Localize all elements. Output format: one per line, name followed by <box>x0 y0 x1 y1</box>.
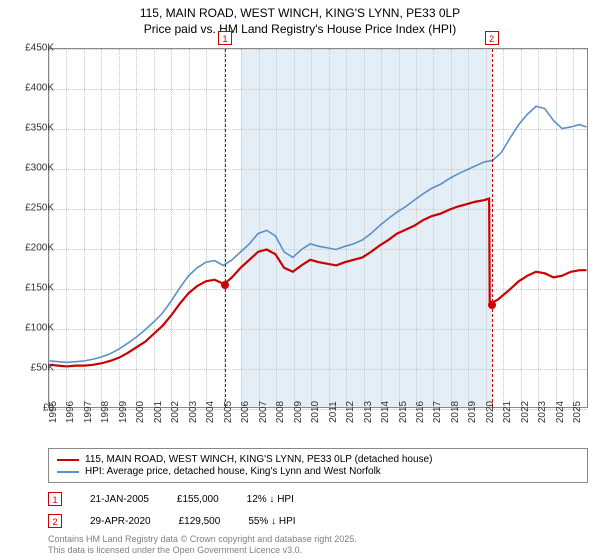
x-tick-label: 2019 <box>467 401 478 423</box>
x-tick-label: 2008 <box>275 401 286 423</box>
event-flag-1: 1 <box>48 492 62 506</box>
line-series-svg <box>49 49 587 407</box>
y-tick-label: £300K <box>25 163 54 174</box>
x-tick-label: 1998 <box>100 401 111 423</box>
x-tick-label: 2018 <box>450 401 461 423</box>
x-tick-label: 2015 <box>398 401 409 423</box>
event-row-1: 1 21-JAN-2005 £155,000 12% ↓ HPI <box>48 492 588 506</box>
x-tick-label: 2014 <box>380 401 391 423</box>
y-tick-label: £350K <box>25 123 54 134</box>
legend-item: HPI: Average price, detached house, King… <box>57 466 579 477</box>
x-tick-label: 2012 <box>345 401 356 423</box>
event-price-1: £155,000 <box>177 494 219 505</box>
marker-line-2 <box>492 49 493 407</box>
x-tick-label: 2023 <box>537 401 548 423</box>
x-tick-label: 2002 <box>170 401 181 423</box>
x-tick-label: 2011 <box>328 401 339 423</box>
series-hpi <box>50 106 587 362</box>
event-row-2: 2 29-APR-2020 £129,500 55% ↓ HPI <box>48 514 588 528</box>
event-delta-2: 55% ↓ HPI <box>248 516 295 527</box>
x-tick-label: 2021 <box>502 401 513 423</box>
legend-swatch <box>57 471 79 473</box>
x-tick-label: 2001 <box>153 401 164 423</box>
credit-line-1: Contains HM Land Registry data © Crown c… <box>48 534 357 544</box>
title-line-1: 115, MAIN ROAD, WEST WINCH, KING'S LYNN,… <box>140 6 460 20</box>
legend: 115, MAIN ROAD, WEST WINCH, KING'S LYNN,… <box>48 448 588 483</box>
marker-dot-2 <box>488 301 496 309</box>
y-tick-label: £200K <box>25 243 54 254</box>
plot-area: 12 <box>48 48 588 408</box>
y-tick-label: £150K <box>25 283 54 294</box>
x-tick-label: 2017 <box>432 401 443 423</box>
x-tick-label: 2000 <box>135 401 146 423</box>
marker-flag-2: 2 <box>485 31 499 45</box>
y-tick-label: £450K <box>25 43 54 54</box>
x-tick-label: 1999 <box>118 401 129 423</box>
event-flag-2: 2 <box>48 514 62 528</box>
y-tick-label: £50K <box>31 363 54 374</box>
legend-label: 115, MAIN ROAD, WEST WINCH, KING'S LYNN,… <box>85 454 432 465</box>
x-tick-label: 2005 <box>223 401 234 423</box>
x-tick-label: 2022 <box>520 401 531 423</box>
marker-flag-1: 1 <box>218 31 232 45</box>
x-tick-label: 2010 <box>310 401 321 423</box>
x-tick-label: 2006 <box>240 401 251 423</box>
chart-container: 115, MAIN ROAD, WEST WINCH, KING'S LYNN,… <box>0 0 600 560</box>
x-tick-label: 2025 <box>572 401 583 423</box>
event-price-2: £129,500 <box>179 516 221 527</box>
marker-line-1 <box>225 49 226 407</box>
credit-text: Contains HM Land Registry data © Crown c… <box>48 534 357 556</box>
chart-title: 115, MAIN ROAD, WEST WINCH, KING'S LYNN,… <box>0 0 600 37</box>
legend-label: HPI: Average price, detached house, King… <box>85 466 381 477</box>
legend-swatch <box>57 459 79 461</box>
y-tick-label: £100K <box>25 323 54 334</box>
x-tick-label: 1997 <box>83 401 94 423</box>
x-tick-label: 2024 <box>555 401 566 423</box>
y-tick-label: £400K <box>25 83 54 94</box>
title-line-2: Price paid vs. HM Land Registry's House … <box>144 22 456 36</box>
x-tick-label: 2009 <box>293 401 304 423</box>
x-tick-label: 2016 <box>415 401 426 423</box>
marker-dot-1 <box>221 281 229 289</box>
x-tick-label: 2007 <box>258 401 269 423</box>
credit-line-2: This data is licensed under the Open Gov… <box>48 545 302 555</box>
x-tick-label: 2013 <box>363 401 374 423</box>
event-delta-1: 12% ↓ HPI <box>247 494 294 505</box>
x-tick-label: 2020 <box>485 401 496 423</box>
legend-item: 115, MAIN ROAD, WEST WINCH, KING'S LYNN,… <box>57 454 579 465</box>
x-tick-label: 2004 <box>205 401 216 423</box>
event-date-1: 21-JAN-2005 <box>90 494 149 505</box>
x-tick-label: 2003 <box>188 401 199 423</box>
event-date-2: 29-APR-2020 <box>90 516 151 527</box>
x-tick-label: 1996 <box>65 401 76 423</box>
x-tick-label: 1995 <box>48 401 59 423</box>
y-tick-label: £250K <box>25 203 54 214</box>
